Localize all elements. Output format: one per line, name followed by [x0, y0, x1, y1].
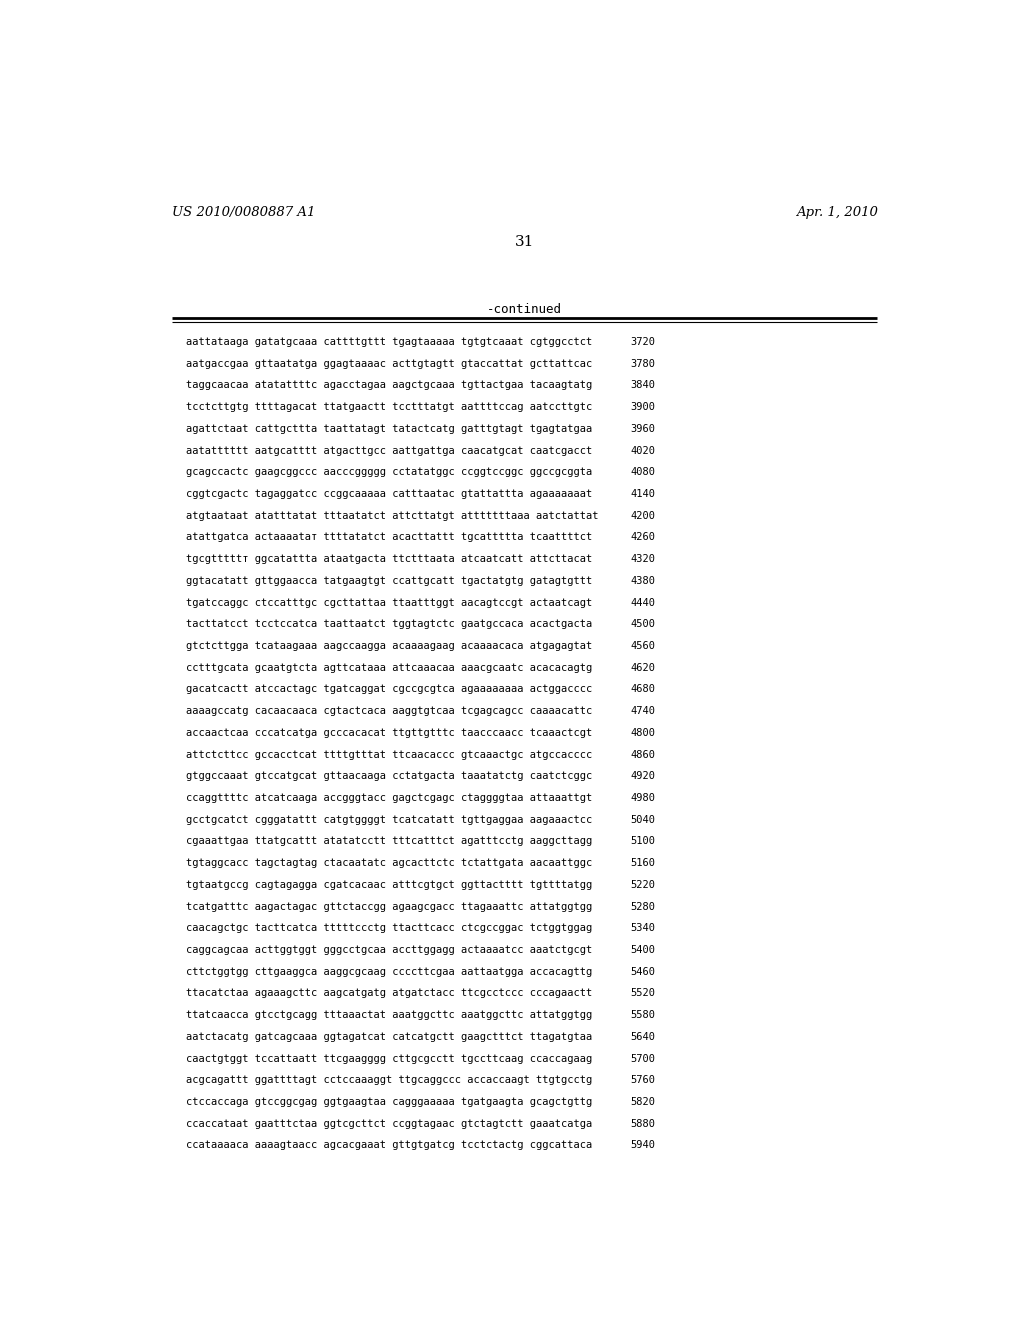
Text: 4440: 4440: [630, 598, 655, 607]
Text: 5580: 5580: [630, 1010, 655, 1020]
Text: 4560: 4560: [630, 642, 655, 651]
Text: 5220: 5220: [630, 880, 655, 890]
Text: 4980: 4980: [630, 793, 655, 803]
Text: 4860: 4860: [630, 750, 655, 759]
Text: gtggccaaat gtccatgcat gttaacaaga cctatgacta taaatatctg caatctcggc: gtggccaaat gtccatgcat gttaacaaga cctatga…: [186, 771, 592, 781]
Text: tcatgatttc aagactagac gttctaccgg agaagcgacc ttagaaattc attatggtgg: tcatgatttc aagactagac gttctaccgg agaagcg…: [186, 902, 592, 912]
Text: ggtacatatt gttggaacca tatgaagtgt ccattgcatt tgactatgtg gatagtgttt: ggtacatatt gttggaacca tatgaagtgt ccattgc…: [186, 576, 592, 586]
Text: 5640: 5640: [630, 1032, 655, 1041]
Text: 4680: 4680: [630, 685, 655, 694]
Text: 4140: 4140: [630, 488, 655, 499]
Text: 5460: 5460: [630, 966, 655, 977]
Text: 5100: 5100: [630, 837, 655, 846]
Text: 4320: 4320: [630, 554, 655, 564]
Text: cctttgcata gcaatgtcta agttcataaa attcaaacaa aaacgcaatc acacacagtg: cctttgcata gcaatgtcta agttcataaa attcaaa…: [186, 663, 592, 673]
Text: 5700: 5700: [630, 1053, 655, 1064]
Text: taggcaacaa atatattttc agacctagaa aagctgcaaa tgttactgaa tacaagtatg: taggcaacaa atatattttc agacctagaa aagctgc…: [186, 380, 592, 391]
Text: atattgatca actaaaatат ttttatatct acacttattt tgcattttta tcaattttct: atattgatca actaaaatат ttttatatct acactta…: [186, 532, 592, 543]
Text: 4020: 4020: [630, 446, 655, 455]
Text: tgatccaggc ctccatttgc cgcttattaa ttaatttggt aacagtccgt actaatcagt: tgatccaggc ctccatttgc cgcttattaa ttaattt…: [186, 598, 592, 607]
Text: 3720: 3720: [630, 337, 655, 347]
Text: caactgtggt tccattaatt ttcgaagggg cttgcgcctt tgccttcaag ccaccagaag: caactgtggt tccattaatt ttcgaagggg cttgcgc…: [186, 1053, 592, 1064]
Text: agattctaat cattgcttta taattatagt tatactcatg gatttgtagt tgagtatgaa: agattctaat cattgcttta taattatagt tatactc…: [186, 424, 592, 434]
Text: acgcagattt ggattttagt cctccaaaggt ttgcaggccc accaccaagt ttgtgcctg: acgcagattt ggattttagt cctccaaaggt ttgcag…: [186, 1076, 592, 1085]
Text: cttctggtgg cttgaaggca aaggcgcaag ccccttcgaa aattaatgga accacagttg: cttctggtgg cttgaaggca aaggcgcaag ccccttc…: [186, 966, 592, 977]
Text: aatatttttt aatgcatttt atgacttgcc aattgattga caacatgcat caatcgacct: aatatttttt aatgcatttt atgacttgcc aattgat…: [186, 446, 592, 455]
Text: 5820: 5820: [630, 1097, 655, 1107]
Text: Apr. 1, 2010: Apr. 1, 2010: [796, 206, 878, 219]
Text: gcagccactc gaagcggccc aacccggggg cctatatggc ccggtccggc ggccgcggta: gcagccactc gaagcggccc aacccggggg cctatat…: [186, 467, 592, 478]
Text: 4200: 4200: [630, 511, 655, 521]
Text: gacatcactt atccactagc tgatcaggat cgccgcgtca agaaaaaaaa actggacccc: gacatcactt atccactagc tgatcaggat cgccgcg…: [186, 685, 592, 694]
Text: gcctgcatct cgggatattt catgtggggt tcatcatatt tgttgaggaa aagaaactcc: gcctgcatct cgggatattt catgtggggt tcatcat…: [186, 814, 592, 825]
Text: tcctcttgtg ttttagacat ttatgaactt tcctttatgt aattttccag aatccttgtc: tcctcttgtg ttttagacat ttatgaactt tccttta…: [186, 403, 592, 412]
Text: atgtaataat atatttatat tttaatatct attcttatgt atttttttaaa aatctattat: atgtaataat atatttatat tttaatatct attctta…: [186, 511, 599, 521]
Text: tacttatcct tcctccatca taattaatct tggtagtctc gaatgccaca acactgacta: tacttatcct tcctccatca taattaatct tggtagt…: [186, 619, 592, 630]
Text: 4080: 4080: [630, 467, 655, 478]
Text: caggcagcaa acttggtggt gggcctgcaa accttggagg actaaaatcc aaatctgcgt: caggcagcaa acttggtggt gggcctgcaa accttgg…: [186, 945, 592, 956]
Text: ctccaccaga gtccggcgag ggtgaagtaa cagggaaaaa tgatgaagta gcagctgttg: ctccaccaga gtccggcgag ggtgaagtaa cagggaa…: [186, 1097, 592, 1107]
Text: tgtaggcacc tagctagtag ctacaatatc agcacttctc tctattgata aacaattggc: tgtaggcacc tagctagtag ctacaatatc agcactt…: [186, 858, 592, 869]
Text: ccaccataat gaatttctaa ggtcgcttct ccggtagaac gtctagtctt gaaatcatga: ccaccataat gaatttctaa ggtcgcttct ccggtag…: [186, 1119, 592, 1129]
Text: tgcgtttttт ggcatattta ataatgacta ttctttaata atcaatcatt attcttacat: tgcgtttttт ggcatattta ataatgacta ttcttta…: [186, 554, 592, 564]
Text: 5520: 5520: [630, 989, 655, 998]
Text: cggtcgactc tagaggatcc ccggcaaaaa catttaatac gtattattta agaaaaaaat: cggtcgactc tagaggatcc ccggcaaaaa catttaa…: [186, 488, 592, 499]
Text: aaaagccatg cacaacaaca cgtactcaca aaggtgtcaa tcgagcagcc caaaacattc: aaaagccatg cacaacaaca cgtactcaca aaggtgt…: [186, 706, 592, 717]
Text: attctcttcc gccacctcat ttttgtttat ttcaacaccc gtcaaactgc atgccacccc: attctcttcc gccacctcat ttttgtttat ttcaaca…: [186, 750, 592, 759]
Text: 3960: 3960: [630, 424, 655, 434]
Text: ttatcaacca gtcctgcagg tttaaactat aaatggcttc aaatggcttc attatggtgg: ttatcaacca gtcctgcagg tttaaactat aaatggc…: [186, 1010, 592, 1020]
Text: 3840: 3840: [630, 380, 655, 391]
Text: gtctcttgga tcataagaaa aagccaagga acaaaagaag acaaaacaca atgagagtat: gtctcttgga tcataagaaa aagccaagga acaaaag…: [186, 642, 592, 651]
Text: 5340: 5340: [630, 923, 655, 933]
Text: 3780: 3780: [630, 359, 655, 368]
Text: cgaaattgaa ttatgcattt atatatcctt tttcatttct agatttcctg aaggcttagg: cgaaattgaa ttatgcattt atatatcctt tttcatt…: [186, 837, 592, 846]
Text: 4800: 4800: [630, 727, 655, 738]
Text: 5160: 5160: [630, 858, 655, 869]
Text: aatgaccgaa gttaatatga ggagtaaaac acttgtagtt gtaccattat gcttattcac: aatgaccgaa gttaatatga ggagtaaaac acttgta…: [186, 359, 592, 368]
Text: 4380: 4380: [630, 576, 655, 586]
Text: 5940: 5940: [630, 1140, 655, 1151]
Text: ccaggttttc atcatcaaga accgggtacc gagctcgagc ctaggggtaa attaaattgt: ccaggttttc atcatcaaga accgggtacc gagctcg…: [186, 793, 592, 803]
Text: -continued: -continued: [487, 304, 562, 317]
Text: 5280: 5280: [630, 902, 655, 912]
Text: 5040: 5040: [630, 814, 655, 825]
Text: tgtaatgccg cagtagagga cgatcacaac atttcgtgct ggttactttt tgttttatgg: tgtaatgccg cagtagagga cgatcacaac atttcgt…: [186, 880, 592, 890]
Text: US 2010/0080887 A1: US 2010/0080887 A1: [172, 206, 315, 219]
Text: 4920: 4920: [630, 771, 655, 781]
Text: 5760: 5760: [630, 1076, 655, 1085]
Text: ttacatctaa agaaagcttc aagcatgatg atgatctacc ttcgcctccc cccagaactt: ttacatctaa agaaagcttc aagcatgatg atgatct…: [186, 989, 592, 998]
Text: 5880: 5880: [630, 1119, 655, 1129]
Text: caacagctgc tacttcatca tttttccctg ttacttcacc ctcgccggac tctggtggag: caacagctgc tacttcatca tttttccctg ttacttc…: [186, 923, 592, 933]
Text: 4620: 4620: [630, 663, 655, 673]
Text: 4500: 4500: [630, 619, 655, 630]
Text: 3900: 3900: [630, 403, 655, 412]
Text: aattataaga gatatgcaaa cattttgttt tgagtaaaaa tgtgtcaaat cgtggcctct: aattataaga gatatgcaaa cattttgttt tgagtaa…: [186, 337, 592, 347]
Text: aatctacatg gatcagcaaa ggtagatcat catcatgctt gaagctttct ttagatgtaa: aatctacatg gatcagcaaa ggtagatcat catcatg…: [186, 1032, 592, 1041]
Text: 4260: 4260: [630, 532, 655, 543]
Text: ccataaaaca aaaagtaacc agcacgaaat gttgtgatcg tcctctactg cggcattaca: ccataaaaca aaaagtaacc agcacgaaat gttgtga…: [186, 1140, 592, 1151]
Text: 31: 31: [515, 235, 535, 249]
Text: 4740: 4740: [630, 706, 655, 717]
Text: 5400: 5400: [630, 945, 655, 956]
Text: accaactcaa cccatcatga gcccacacat ttgttgtttc taacccaacc tcaaactcgt: accaactcaa cccatcatga gcccacacat ttgttgt…: [186, 727, 592, 738]
